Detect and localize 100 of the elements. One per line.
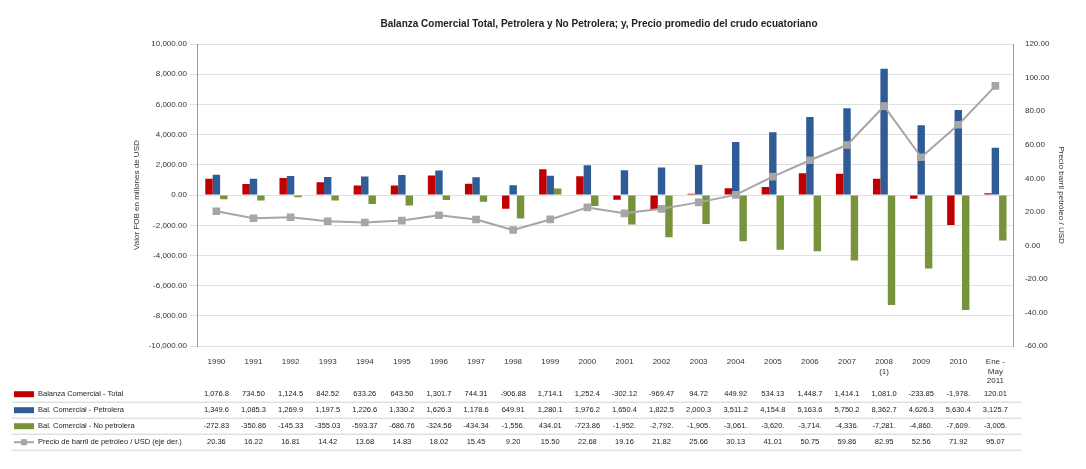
bar	[242, 184, 250, 195]
x-tick-label: 2003	[689, 357, 709, 367]
bar	[286, 175, 295, 195]
x-tick-label: 2008 (1)	[875, 357, 894, 376]
bar	[835, 173, 844, 195]
bar	[509, 185, 517, 195]
y-tick-label: 2,000.00	[155, 160, 188, 170]
bar	[539, 169, 547, 195]
bar	[798, 173, 807, 195]
bar	[880, 68, 888, 195]
y2-tick-label: 40.00	[1024, 173, 1046, 183]
bar	[694, 164, 703, 195]
y-tick-label: -6,000.00	[153, 280, 188, 290]
bar	[702, 195, 710, 224]
point	[954, 120, 963, 129]
point	[880, 102, 888, 111]
bar	[435, 170, 443, 195]
point	[657, 205, 666, 213]
point	[509, 226, 517, 234]
bar	[910, 195, 918, 199]
bar	[924, 195, 933, 269]
y-tick-label: 10,000.00	[151, 39, 188, 49]
y2-tick-label: -60.00	[1024, 341, 1049, 351]
point	[398, 216, 406, 225]
bar	[546, 175, 554, 195]
bar	[613, 195, 621, 200]
x-tick-label: 1990	[207, 357, 226, 367]
bar	[872, 178, 881, 195]
point	[472, 215, 480, 224]
y-axis-title: Valor FOB en millones de USD	[132, 140, 141, 250]
bar	[991, 147, 1000, 195]
y2-tick-label: 80.00	[1024, 106, 1046, 116]
bar	[279, 178, 287, 195]
bar	[813, 195, 822, 252]
x-tick-label: 1993	[318, 357, 338, 367]
bar	[398, 175, 406, 195]
x-tick-label: 1997	[467, 357, 486, 367]
x-tick-label: 1996	[430, 357, 449, 367]
x-tick-label: 2010	[949, 357, 968, 367]
x-tick-label: 2005	[763, 357, 783, 367]
bar	[628, 195, 636, 225]
bar	[650, 195, 658, 210]
x-tick-label: 2004	[726, 357, 746, 367]
bar	[249, 178, 258, 195]
bar	[516, 195, 525, 219]
bar	[657, 167, 666, 195]
point	[323, 217, 332, 226]
y-tick-label: 8,000.00	[155, 69, 188, 79]
y2-tick-label: 100.00	[1024, 72, 1050, 82]
bar	[361, 176, 369, 195]
x-tick-label: 2000	[578, 357, 597, 367]
y2-axis-title: Precio barril petróleo / USD	[1057, 146, 1066, 245]
point	[286, 213, 295, 222]
bar	[962, 195, 970, 311]
x-tick-label: 2009	[912, 357, 931, 367]
bar	[553, 188, 562, 195]
point	[991, 82, 1000, 90]
bar	[999, 195, 1007, 241]
bar	[323, 177, 332, 195]
bar	[620, 170, 629, 195]
y-tick-label: -4,000.00	[153, 250, 188, 260]
bar	[212, 174, 221, 195]
x-tick-label: 1998	[504, 357, 523, 367]
y-tick-label: -8,000.00	[153, 311, 188, 321]
bar	[464, 183, 473, 195]
y2-tick-label: 0.00	[1024, 240, 1042, 250]
x-tick-label: 2007	[838, 357, 857, 367]
bar	[724, 188, 733, 195]
point	[546, 215, 555, 224]
bar	[843, 108, 851, 195]
bar	[390, 185, 399, 195]
x-tick-label: 1992	[281, 357, 301, 367]
bar	[850, 195, 859, 261]
x-tick-label: 1994	[355, 357, 375, 367]
bar	[576, 176, 584, 195]
bar	[947, 195, 955, 225]
x-tick-label: 1991	[244, 357, 263, 367]
y-tick-label: -2,000.00	[153, 220, 188, 230]
point	[620, 209, 629, 218]
y2-tick-label: 60.00	[1024, 139, 1046, 149]
bar	[761, 187, 770, 195]
x-tick-label: 2006	[801, 357, 820, 367]
bar	[591, 195, 599, 207]
y-tick-label: 0.00	[171, 190, 188, 200]
bar	[205, 178, 213, 195]
chart-title: Balanza Comercial Total, Petrolera y No Petrolera; y, Precio promedio del crudo ecuatoriano	[380, 17, 818, 29]
y2-tick-label: -20.00	[1024, 274, 1049, 284]
y-tick-label: 6,000.00	[155, 99, 188, 109]
bar	[427, 175, 436, 195]
y2-tick-label: 20.00	[1024, 207, 1046, 217]
bar	[887, 195, 896, 306]
bar	[665, 195, 673, 238]
bar	[472, 177, 480, 195]
y2-tick-label: 120.00	[1024, 39, 1050, 49]
bar	[316, 182, 324, 195]
bar	[776, 195, 784, 250]
point	[435, 211, 443, 220]
point	[212, 207, 221, 216]
y2-tick-label: -40.00	[1024, 307, 1049, 317]
bar	[583, 165, 592, 195]
